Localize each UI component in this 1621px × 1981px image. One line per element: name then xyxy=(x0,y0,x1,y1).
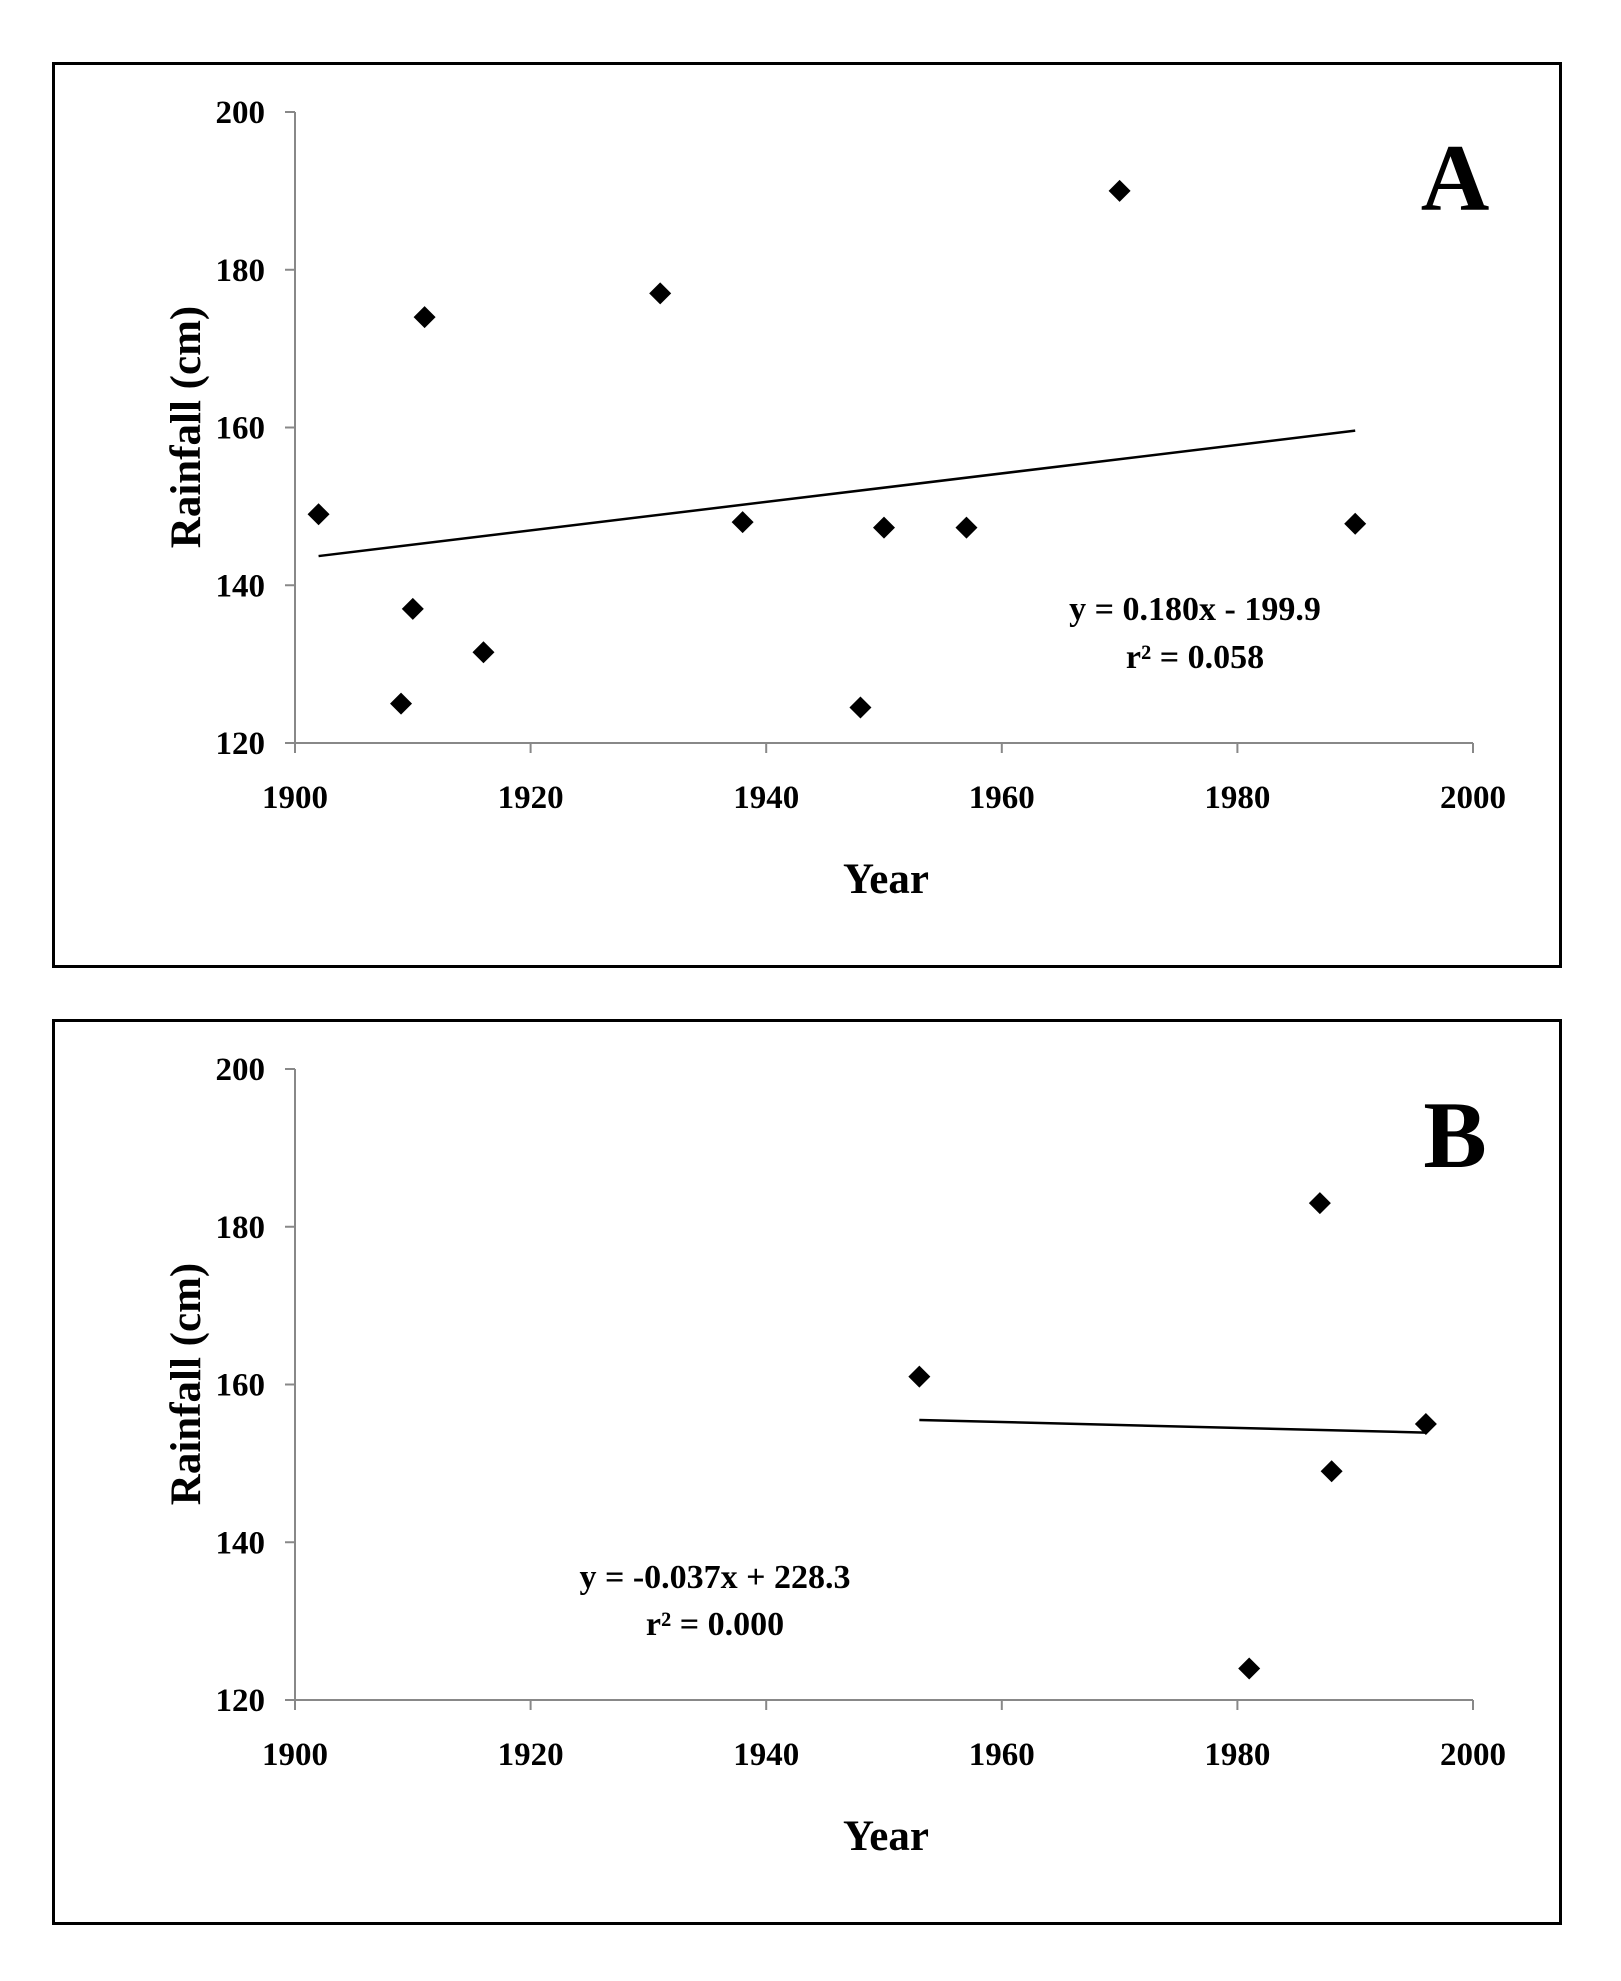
x-tick-label: 1900 xyxy=(262,780,328,816)
data-point xyxy=(1108,179,1131,202)
regression-equation: y = 0.180x - 199.9 xyxy=(1069,591,1321,628)
scatter-chart-a: 120 140 160 180 200 1900 1920 1940 1960 1980 2000 Y… xyxy=(163,95,1506,903)
r-squared-label: r² = 0.000 xyxy=(646,1606,784,1643)
data-point xyxy=(649,282,672,305)
y-tick-label: 200 xyxy=(216,95,266,131)
chart-panel-a: 120 140 160 180 200 1900 1920 1940 1960 1980 2000 Y… xyxy=(52,62,1562,968)
data-point xyxy=(390,692,413,715)
y-tick-label: 180 xyxy=(216,1210,266,1246)
y-axis-title: Rainfall (cm) xyxy=(163,1263,210,1505)
regression-equation: y = -0.037x + 228.3 xyxy=(579,1559,850,1596)
chart-panel-b: 120 140 160 180 200 1900 1920 1940 1960 1980 2000 Y… xyxy=(52,1019,1562,1925)
data-point xyxy=(908,1365,931,1388)
data-point xyxy=(849,696,872,719)
data-point xyxy=(1414,1412,1437,1435)
x-tick-label: 1960 xyxy=(969,1737,1035,1773)
y-axis-title: Rainfall (cm) xyxy=(163,306,210,548)
data-point xyxy=(307,503,330,526)
x-tick-label: 1920 xyxy=(498,1737,564,1773)
panel-label: B xyxy=(1423,1082,1486,1188)
x-axis-title: Year xyxy=(843,856,929,903)
x-tick-label: 1980 xyxy=(1204,780,1270,816)
x-tick-label: 1940 xyxy=(733,780,799,816)
y-tick-label: 120 xyxy=(216,1683,266,1719)
data-point xyxy=(873,516,895,539)
data-point xyxy=(955,516,978,539)
x-tick-label: 2000 xyxy=(1440,780,1506,816)
trendline xyxy=(919,1418,1426,1434)
x-tick-label: 1900 xyxy=(262,1737,328,1773)
data-point xyxy=(472,641,495,664)
x-tick-label: 1920 xyxy=(498,780,564,816)
y-tick-label: 160 xyxy=(216,411,266,447)
y-tick-label: 180 xyxy=(216,253,266,289)
x-tick-label: 1940 xyxy=(733,1737,799,1773)
scatter-chart-b: 120 140 160 180 200 1900 1920 1940 1960 1980 2000 Y… xyxy=(163,1052,1506,1860)
x-axis-title: Year xyxy=(843,1813,929,1860)
r-squared-label: r² = 0.058 xyxy=(1126,639,1264,676)
data-point xyxy=(1308,1192,1331,1215)
data-point xyxy=(1238,1657,1261,1680)
x-tick-label: 1960 xyxy=(969,780,1035,816)
data-point xyxy=(413,306,436,329)
y-tick-label: 140 xyxy=(216,1525,266,1561)
data-point xyxy=(731,511,754,534)
y-tick-label: 120 xyxy=(216,726,266,762)
x-tick-label: 1980 xyxy=(1204,1737,1270,1773)
y-tick-label: 200 xyxy=(216,1052,266,1088)
y-tick-label: 160 xyxy=(216,1368,266,1404)
y-tick-label: 140 xyxy=(216,568,266,604)
panel-label: A xyxy=(1421,125,1490,231)
data-point xyxy=(1344,512,1367,535)
x-tick-label: 2000 xyxy=(1440,1737,1506,1773)
trendline xyxy=(318,429,1356,558)
data-point xyxy=(1320,1460,1343,1483)
data-point xyxy=(401,597,424,620)
